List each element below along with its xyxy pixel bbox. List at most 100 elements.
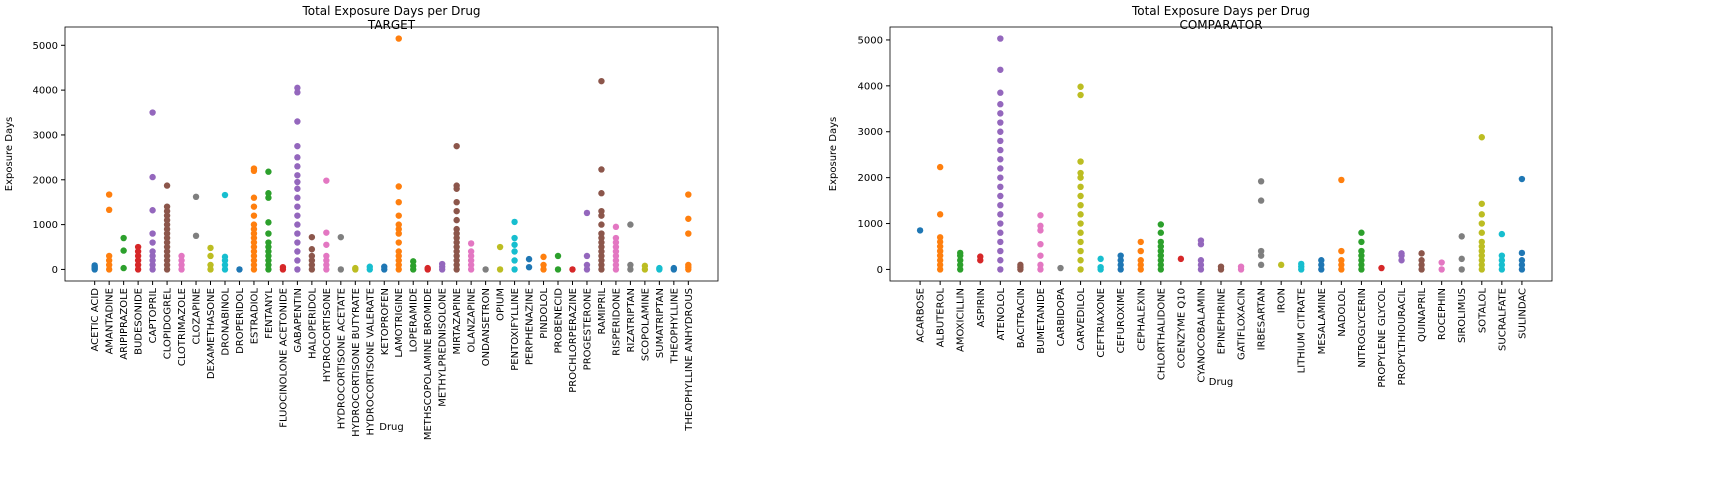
point xyxy=(250,252,258,260)
point xyxy=(163,239,171,246)
point xyxy=(1358,252,1365,259)
y-tick-label: 1000 xyxy=(33,220,58,231)
point xyxy=(250,261,258,269)
point xyxy=(1478,134,1485,141)
point xyxy=(207,261,214,269)
point xyxy=(1097,255,1104,263)
point xyxy=(1478,252,1485,259)
point xyxy=(554,266,562,273)
point xyxy=(583,261,591,269)
point xyxy=(294,185,301,192)
point xyxy=(453,239,460,246)
point xyxy=(612,252,620,260)
point xyxy=(1478,247,1485,255)
point xyxy=(1117,261,1124,269)
point xyxy=(337,233,345,241)
point xyxy=(221,253,229,261)
point xyxy=(395,183,402,190)
point xyxy=(395,257,402,264)
point xyxy=(265,190,272,197)
point xyxy=(149,173,156,181)
point xyxy=(120,264,127,272)
point xyxy=(627,261,634,269)
point xyxy=(134,257,142,264)
point xyxy=(250,248,258,255)
x-tick-label: BUDESONIDE xyxy=(134,288,145,355)
point xyxy=(598,77,605,85)
point xyxy=(149,239,156,246)
point xyxy=(997,165,1004,172)
point xyxy=(1157,238,1165,246)
x-tick-label: NADOLOL xyxy=(1337,288,1348,337)
point xyxy=(134,243,142,251)
point xyxy=(395,248,402,255)
chart-title: Total Exposure Days per Drug xyxy=(1131,4,1310,18)
point xyxy=(1418,257,1425,264)
x-tick-label: CEPHALEXIN xyxy=(1136,288,1147,351)
point xyxy=(120,247,127,254)
x-tick-label: SOTALOL xyxy=(1477,288,1488,333)
x-tick-label: SUMATRIPTAN xyxy=(655,288,666,358)
point xyxy=(207,266,214,273)
point xyxy=(627,221,634,228)
point xyxy=(105,206,113,214)
point xyxy=(467,248,475,255)
point xyxy=(1117,266,1124,273)
x-tick-label: CEFUROXIME xyxy=(1116,288,1127,353)
point xyxy=(453,225,460,233)
point xyxy=(308,261,316,269)
x-tick-label: HYDROCORTISONE BUTYRATE xyxy=(351,288,362,437)
x-tick-label: HYDROCORTISONE xyxy=(322,288,333,382)
point xyxy=(1257,197,1265,204)
point xyxy=(1037,212,1044,219)
x-tick-label: CLOTRIMAZOLE xyxy=(177,288,188,366)
point xyxy=(1037,261,1044,269)
point xyxy=(612,243,620,251)
x-tick-label: SULINDAC xyxy=(1517,288,1528,339)
point xyxy=(1458,266,1465,273)
point xyxy=(482,266,489,273)
x-tick-label: PROPYLTHIOURACIL xyxy=(1397,288,1408,386)
point xyxy=(207,252,214,260)
point xyxy=(1478,220,1485,227)
point xyxy=(612,248,620,255)
point xyxy=(323,252,330,260)
point xyxy=(1037,252,1044,259)
point xyxy=(453,216,460,224)
point xyxy=(598,252,605,260)
point xyxy=(997,257,1004,264)
x-tick-label: HYDROCORTISONE ACETATE xyxy=(336,288,347,429)
point xyxy=(453,182,460,189)
point xyxy=(1358,266,1365,273)
point xyxy=(163,221,171,228)
point xyxy=(496,243,504,251)
x-tick-label: HYDROCORTISONE VALERATE xyxy=(365,288,376,435)
point xyxy=(250,225,258,233)
point xyxy=(936,211,944,218)
point xyxy=(294,172,301,179)
point xyxy=(957,257,964,264)
point xyxy=(1077,211,1084,218)
point xyxy=(163,243,171,251)
point xyxy=(149,266,156,273)
point xyxy=(1077,158,1084,165)
point xyxy=(1097,263,1104,271)
point xyxy=(265,230,272,237)
point xyxy=(540,253,547,261)
point xyxy=(1398,250,1405,257)
point xyxy=(936,234,944,241)
x-tick-label: QUINAPRIL xyxy=(1417,288,1428,342)
x-tick-label: COENZYME Q10 xyxy=(1176,288,1187,368)
point xyxy=(627,266,634,273)
point xyxy=(1157,229,1165,236)
point xyxy=(1137,257,1144,264)
point xyxy=(997,146,1004,154)
y-tick-label: 1000 xyxy=(858,219,883,230)
point xyxy=(323,229,330,236)
point xyxy=(1318,261,1325,269)
point xyxy=(1257,178,1265,185)
point xyxy=(1518,257,1526,264)
point xyxy=(1478,266,1485,273)
point xyxy=(1117,257,1124,264)
point xyxy=(1037,222,1044,230)
